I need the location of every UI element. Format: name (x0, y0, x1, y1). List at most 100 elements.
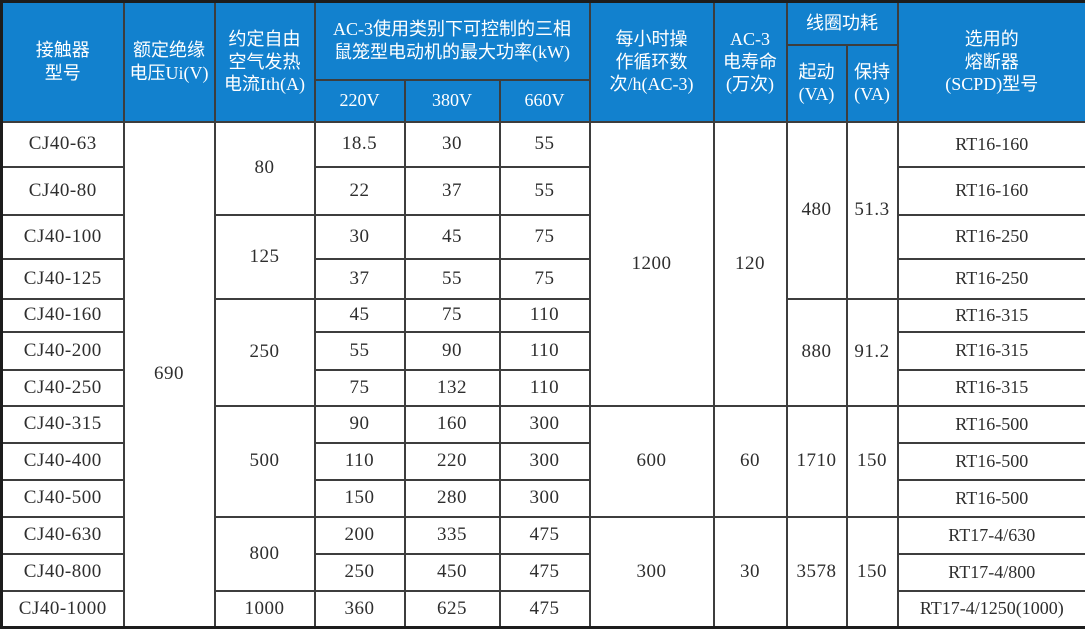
cell-power-380v: 75 (405, 299, 500, 332)
cell-coil-pickup: 880 (787, 299, 847, 406)
cell-coil-hold: 150 (847, 517, 898, 628)
cell-power-380v: 132 (405, 370, 500, 406)
cell-cycles: 1200 (590, 122, 714, 406)
header-insulation-voltage: 额定绝缘 电压Ui(V) (124, 2, 215, 122)
cell-power-220v: 200 (315, 517, 405, 554)
cell-model: CJ40-1000 (2, 591, 124, 628)
cell-power-380v: 625 (405, 591, 500, 628)
header-electrical-life: AC-3 电寿命 (万次) (714, 2, 787, 122)
cell-power-220v: 250 (315, 554, 405, 591)
cell-power-220v: 55 (315, 332, 405, 370)
cell-power-380v: 37 (405, 167, 500, 215)
cell-thermal-current: 125 (215, 215, 315, 299)
cell-power-660v: 475 (500, 591, 590, 628)
cell-model: CJ40-125 (2, 259, 124, 299)
cell-fuse: RT16-250 (898, 215, 1085, 259)
cell-power-660v: 475 (500, 517, 590, 554)
cell-fuse: RT16-160 (898, 167, 1085, 215)
cell-model: CJ40-63 (2, 122, 124, 167)
cell-fuse: RT16-500 (898, 443, 1085, 480)
header-coil-pickup: 起动 (VA) (787, 45, 847, 122)
cell-model: CJ40-160 (2, 299, 124, 332)
cell-coil-hold: 51.3 (847, 122, 898, 299)
header-voltage-220: 220V (315, 80, 405, 122)
cell-power-660v: 110 (500, 332, 590, 370)
cell-thermal-current: 800 (215, 517, 315, 591)
header-coil-power-group: 线圈功耗 (787, 2, 898, 45)
cell-model: CJ40-250 (2, 370, 124, 406)
cell-fuse: RT16-250 (898, 259, 1085, 299)
cell-electrical-life: 60 (714, 406, 787, 517)
header-cycles: 每小时操 作循环数 次/h(AC-3) (590, 2, 714, 122)
cell-power-380v: 90 (405, 332, 500, 370)
cell-fuse: RT17-4/1250(1000) (898, 591, 1085, 628)
cell-power-380v: 450 (405, 554, 500, 591)
cell-power-220v: 30 (315, 215, 405, 259)
cell-power-220v: 37 (315, 259, 405, 299)
cell-model: CJ40-100 (2, 215, 124, 259)
cell-power-220v: 90 (315, 406, 405, 443)
cell-power-220v: 360 (315, 591, 405, 628)
cell-insulation-voltage: 690 (124, 122, 215, 628)
cell-power-380v: 280 (405, 480, 500, 517)
cell-power-660v: 300 (500, 480, 590, 517)
cell-power-660v: 110 (500, 370, 590, 406)
cell-model: CJ40-400 (2, 443, 124, 480)
header-thermal-current: 约定自由 空气发热 电流Ith(A) (215, 2, 315, 122)
cell-coil-pickup: 1710 (787, 406, 847, 517)
cell-model: CJ40-500 (2, 480, 124, 517)
cell-fuse: RT17-4/630 (898, 517, 1085, 554)
cell-model: CJ40-80 (2, 167, 124, 215)
cell-power-220v: 22 (315, 167, 405, 215)
header-model: 接触器 型号 (2, 2, 124, 122)
cell-fuse: RT16-315 (898, 332, 1085, 370)
cell-fuse: RT16-500 (898, 406, 1085, 443)
cell-cycles: 300 (590, 517, 714, 628)
cell-thermal-current: 80 (215, 122, 315, 215)
cell-fuse: RT16-500 (898, 480, 1085, 517)
cell-thermal-current: 1000 (215, 591, 315, 628)
cell-power-220v: 110 (315, 443, 405, 480)
cell-power-660v: 300 (500, 406, 590, 443)
header-row-1: 接触器 型号 额定绝缘 电压Ui(V) 约定自由 空气发热 电流Ith(A) A… (2, 2, 1085, 45)
header-ac3-power-group: AC-3使用类别下可控制的三相 鼠笼型电动机的最大功率(kW) (315, 2, 590, 80)
cell-power-660v: 55 (500, 167, 590, 215)
cell-coil-pickup: 480 (787, 122, 847, 299)
cell-fuse: RT16-315 (898, 370, 1085, 406)
cell-electrical-life: 30 (714, 517, 787, 628)
cell-power-380v: 30 (405, 122, 500, 167)
header-coil-hold: 保持 (VA) (847, 45, 898, 122)
cell-power-380v: 335 (405, 517, 500, 554)
cell-power-660v: 55 (500, 122, 590, 167)
header-voltage-660: 660V (500, 80, 590, 122)
cell-electrical-life: 120 (714, 122, 787, 406)
cell-power-220v: 150 (315, 480, 405, 517)
cell-power-660v: 75 (500, 215, 590, 259)
cell-power-380v: 160 (405, 406, 500, 443)
cell-coil-hold: 150 (847, 406, 898, 517)
cell-coil-pickup: 3578 (787, 517, 847, 628)
header-voltage-380: 380V (405, 80, 500, 122)
cell-thermal-current: 250 (215, 299, 315, 406)
cell-power-380v: 45 (405, 215, 500, 259)
cell-power-220v: 45 (315, 299, 405, 332)
spec-table-header: 接触器 型号 额定绝缘 电压Ui(V) 约定自由 空气发热 电流Ith(A) A… (2, 2, 1085, 122)
cell-power-660v: 110 (500, 299, 590, 332)
header-fuse: 选用的 熔断器 (SCPD)型号 (898, 2, 1085, 122)
cell-thermal-current: 500 (215, 406, 315, 517)
cell-fuse: RT17-4/800 (898, 554, 1085, 591)
cell-model: CJ40-630 (2, 517, 124, 554)
cell-fuse: RT16-160 (898, 122, 1085, 167)
cell-model: CJ40-800 (2, 554, 124, 591)
cell-coil-hold: 91.2 (847, 299, 898, 406)
cell-power-220v: 75 (315, 370, 405, 406)
cell-cycles: 600 (590, 406, 714, 517)
cell-power-660v: 475 (500, 554, 590, 591)
cell-power-660v: 300 (500, 443, 590, 480)
cell-power-220v: 18.5 (315, 122, 405, 167)
cell-power-380v: 55 (405, 259, 500, 299)
cell-power-660v: 75 (500, 259, 590, 299)
